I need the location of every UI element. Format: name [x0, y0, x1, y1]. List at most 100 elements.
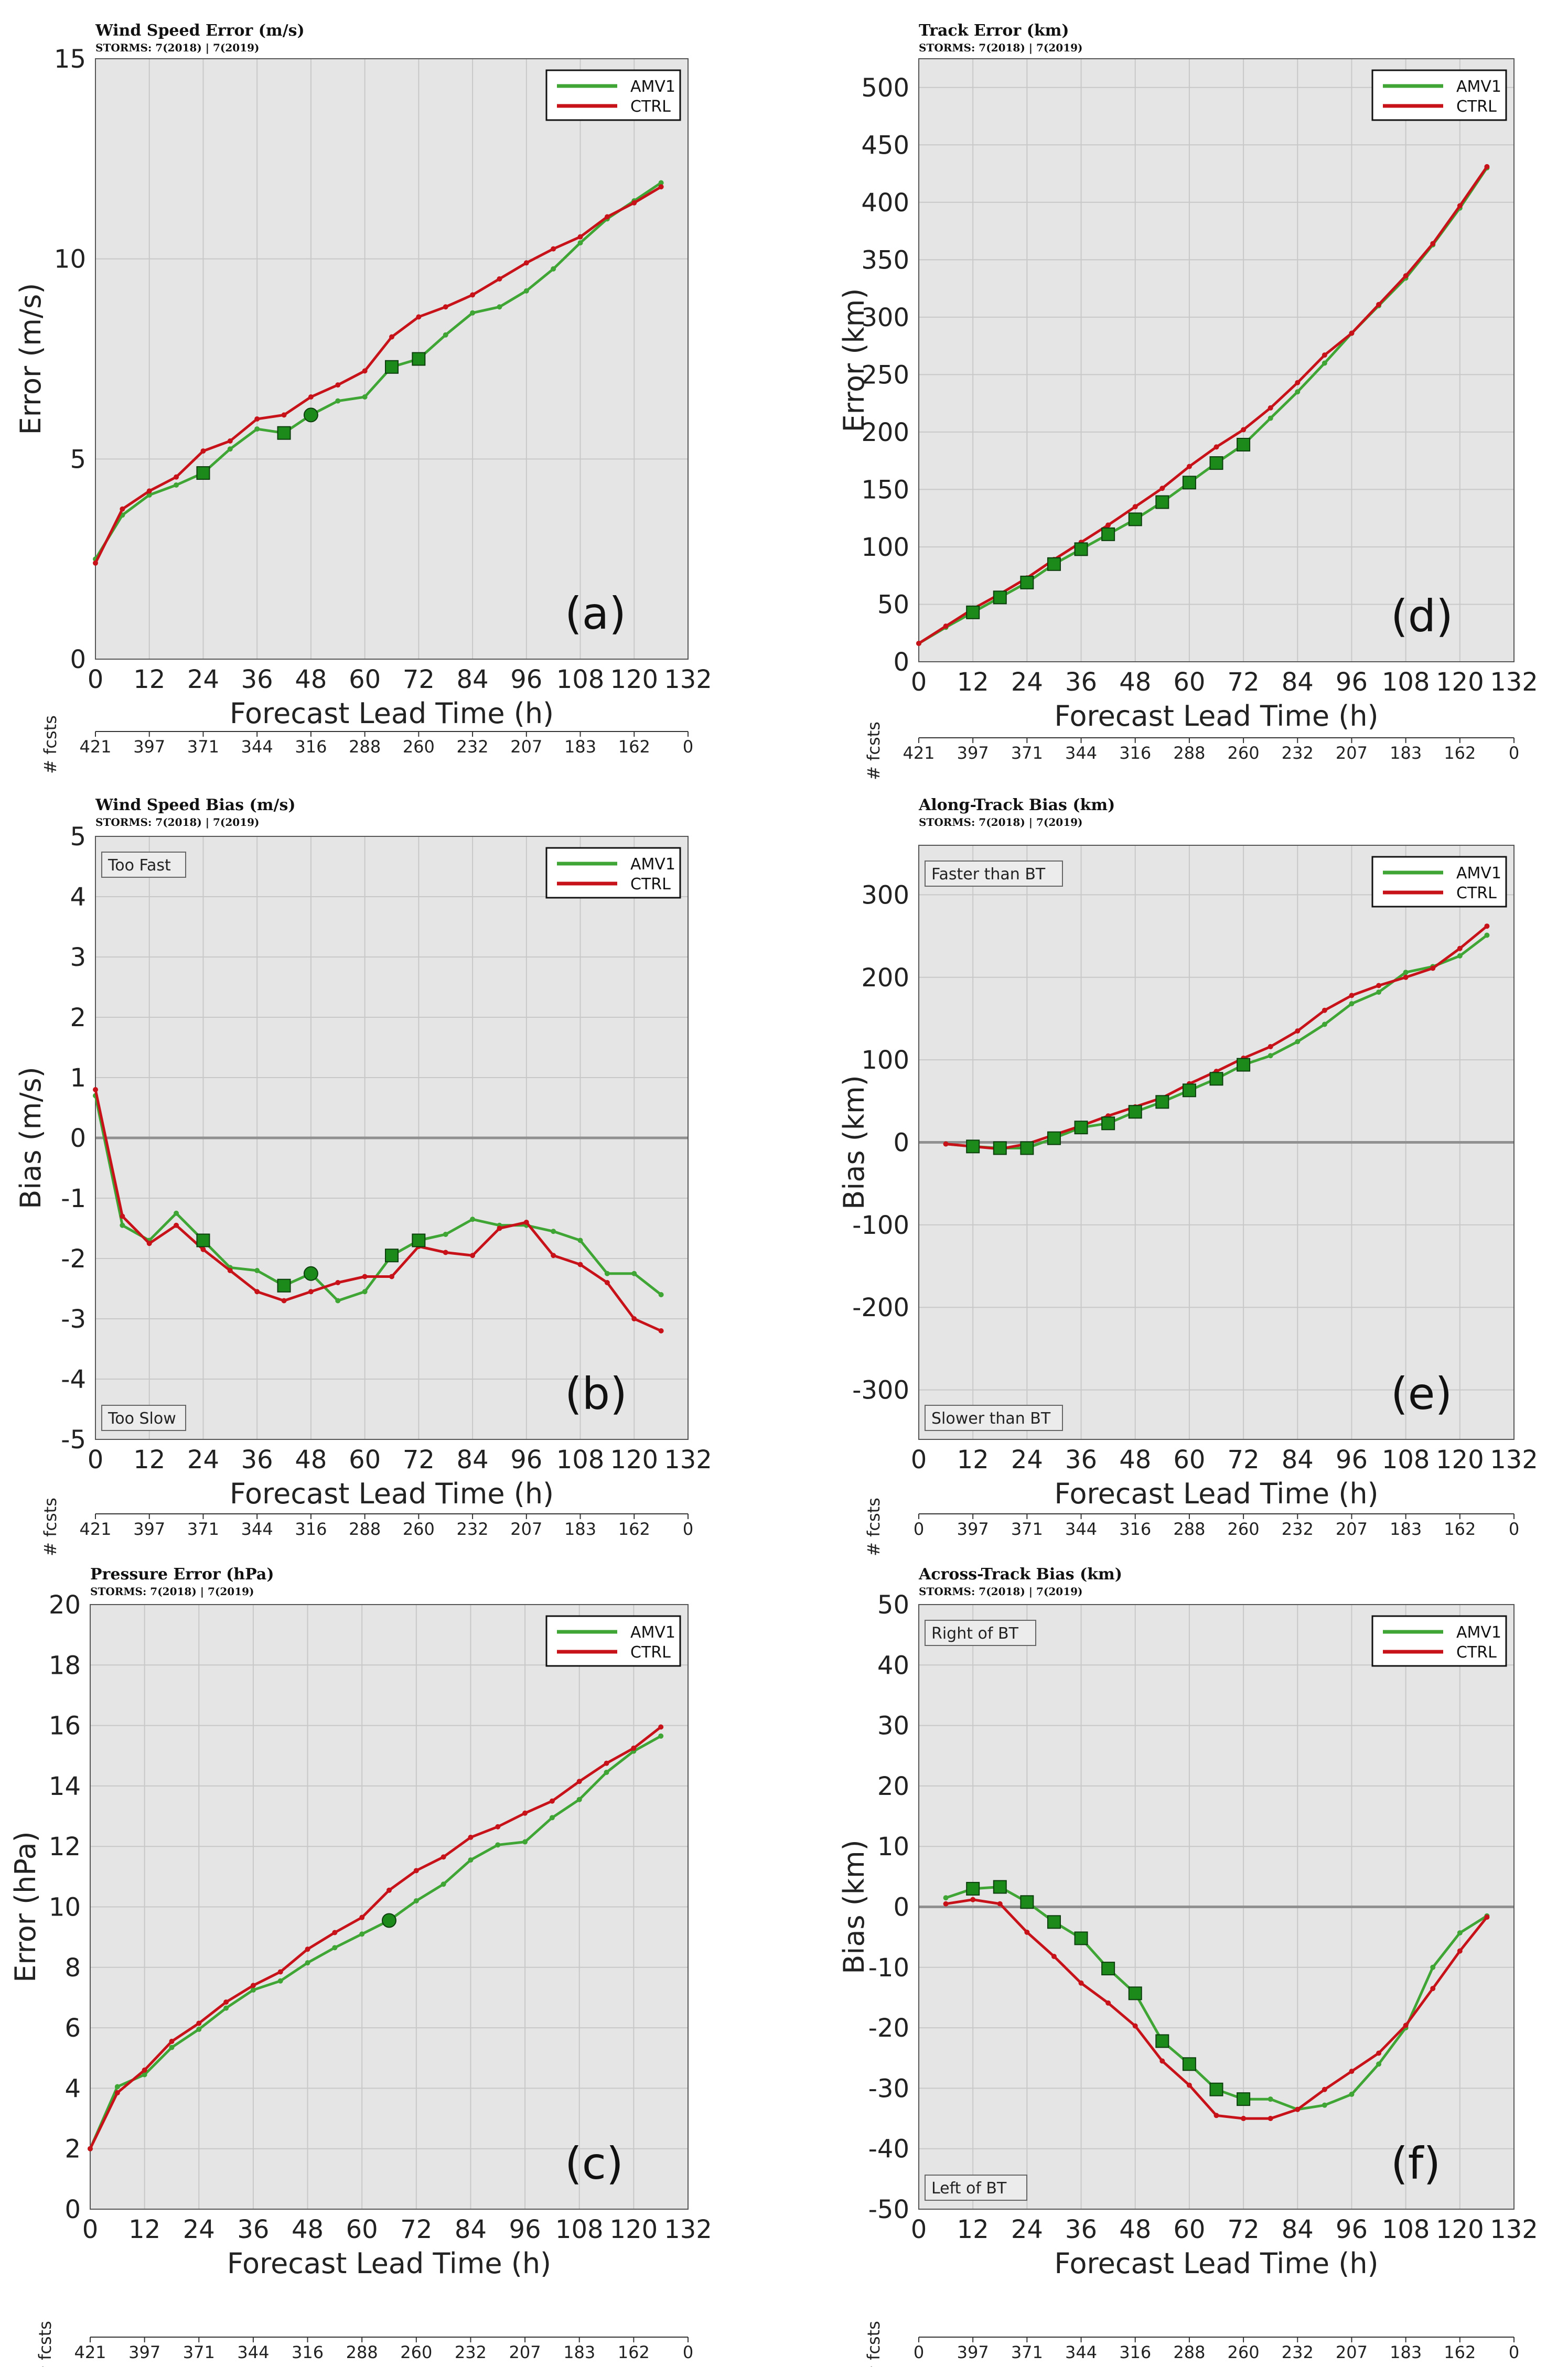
fcsts-count: 344: [241, 1519, 273, 1539]
x-tick-label: 24: [1011, 668, 1043, 697]
data-point-amv1: [658, 1733, 664, 1739]
fcsts-count: 162: [618, 737, 650, 757]
fcsts-count: 344: [1065, 1519, 1097, 1539]
x-tick-label: 0: [911, 1445, 927, 1475]
y-tick-label: 1: [70, 1063, 86, 1093]
fcsts-count: 288: [349, 1519, 381, 1539]
data-point-ctrl: [631, 200, 637, 206]
significance-square-marker: [1237, 1058, 1251, 1072]
data-point-ctrl: [1268, 1043, 1273, 1049]
y-tick-label: 10: [877, 1832, 909, 1862]
x-tick-label: 84: [1282, 668, 1314, 697]
x-tick-label: 72: [400, 2215, 432, 2244]
x-tick-label: 60: [349, 665, 381, 694]
significance-square-marker: [412, 1233, 426, 1247]
data-point-amv1: [522, 1839, 528, 1845]
panel-e: 0 12 24 36 48 60 72 84 96 108 120 132 -300 -200 -100 0 1…: [837, 796, 1538, 1556]
data-point-amv1: [174, 482, 179, 488]
data-point-amv1: [254, 426, 260, 432]
fcsts-count: 371: [187, 1519, 219, 1539]
x-tick-label: 84: [457, 665, 489, 694]
data-point-ctrl: [658, 184, 664, 190]
legend-label-amv1: AMV1: [630, 78, 675, 96]
corner-label-bottom: Slower than BT: [931, 1410, 1051, 1428]
fcsts-count: 421: [903, 743, 935, 763]
x-tick-label: 108: [1382, 2215, 1430, 2244]
data-point-ctrl: [943, 1141, 949, 1147]
data-point-amv1: [196, 2026, 202, 2032]
significance-square-marker: [1128, 1986, 1142, 2000]
legend-box: [1371, 69, 1507, 121]
significance-square-marker: [1128, 512, 1142, 526]
data-point-ctrl: [551, 1253, 556, 1258]
y-tick-label: 10: [54, 245, 86, 274]
data-point-amv1: [169, 2045, 175, 2050]
fcsts-count: 288: [349, 737, 381, 757]
data-point-amv1: [1322, 1021, 1327, 1027]
corner-box-top: [925, 1620, 1036, 1646]
data-point-ctrl: [416, 314, 422, 320]
legend-box: [545, 69, 681, 121]
significance-square-marker: [1074, 1121, 1088, 1135]
data-point-amv1: [658, 1292, 664, 1297]
data-point-ctrl: [658, 1328, 664, 1333]
fcsts-count: 183: [563, 2342, 595, 2362]
corner-label-bottom: Too Slow: [108, 1410, 176, 1428]
data-point-amv1: [495, 1842, 501, 1848]
data-point-ctrl: [1349, 330, 1355, 336]
fcsts-count: 232: [1282, 2342, 1314, 2362]
x-tick-label: 96: [1336, 668, 1368, 697]
fcsts-count: 316: [1119, 743, 1151, 763]
fcsts-count: 421: [74, 2342, 106, 2362]
data-point-ctrl: [308, 1289, 314, 1295]
significance-circle-marker: [382, 1913, 396, 1928]
data-point-ctrl: [970, 1897, 976, 1902]
significance-square-marker: [1128, 1105, 1142, 1119]
y-tick-label: -1: [61, 1184, 86, 1213]
y-tick-label: 0: [65, 2195, 81, 2224]
data-point-ctrl: [120, 506, 125, 512]
chart-title: Across-Track Bias (km): [918, 1565, 1122, 1584]
data-point-ctrl: [441, 1854, 446, 1860]
y-tick-label: -40: [868, 2135, 909, 2164]
fcsts-label: # fcsts: [864, 2321, 884, 2367]
panel-d: 0 12 24 36 48 60 72 84 96 108 120 132 0 50 100 150 200 25…: [837, 21, 1538, 780]
data-point-ctrl: [1322, 2086, 1327, 2092]
corner-label-bottom: Left of BT: [931, 2179, 1007, 2198]
x-tick-label: 0: [88, 1445, 104, 1475]
x-tick-label: 36: [1065, 1445, 1097, 1475]
fcsts-count: 0: [1509, 743, 1519, 763]
fcsts-count: 288: [1173, 1519, 1205, 1539]
fcsts-count: 316: [292, 2342, 324, 2362]
storms-subtitle: STORMS: 7(2018) | 7(2019): [95, 816, 260, 829]
data-point-ctrl: [1430, 965, 1436, 971]
series-line-ctrl: [94, 1089, 662, 1332]
x-tick-label: 60: [1173, 668, 1205, 697]
y-tick-label: 0: [70, 1124, 86, 1153]
significance-circle-marker: [303, 1266, 318, 1281]
data-point-amv1: [497, 304, 502, 310]
fcsts-count: 162: [1444, 2342, 1476, 2362]
data-point-ctrl: [1241, 2116, 1247, 2122]
fcsts-count: 183: [1390, 1519, 1422, 1539]
data-point-ctrl: [1295, 380, 1301, 385]
data-point-amv1: [332, 1945, 338, 1951]
data-point-ctrl: [1105, 522, 1111, 528]
panel-label: (b): [565, 1368, 627, 1419]
y-tick-label: -50: [868, 2195, 909, 2224]
significance-square-marker: [1047, 557, 1061, 571]
data-point-amv1: [114, 2084, 120, 2090]
x-tick-label: 48: [292, 2215, 324, 2244]
data-point-ctrl: [1051, 1954, 1057, 1960]
x-tick-label: 72: [403, 1445, 435, 1475]
data-point-ctrl: [577, 234, 583, 240]
data-point-ctrl: [1159, 486, 1165, 491]
data-point-amv1: [1349, 1001, 1355, 1007]
x-tick-label: 132: [1490, 1445, 1538, 1475]
chart-title: Along-Track Bias (km): [918, 796, 1115, 814]
fcsts-count: 344: [237, 2342, 269, 2362]
fcsts-count: 0: [1509, 1519, 1519, 1539]
x-tick-label: 12: [957, 1445, 989, 1475]
fcsts-label: # fcsts: [40, 715, 60, 774]
data-point-amv1: [551, 1229, 556, 1234]
